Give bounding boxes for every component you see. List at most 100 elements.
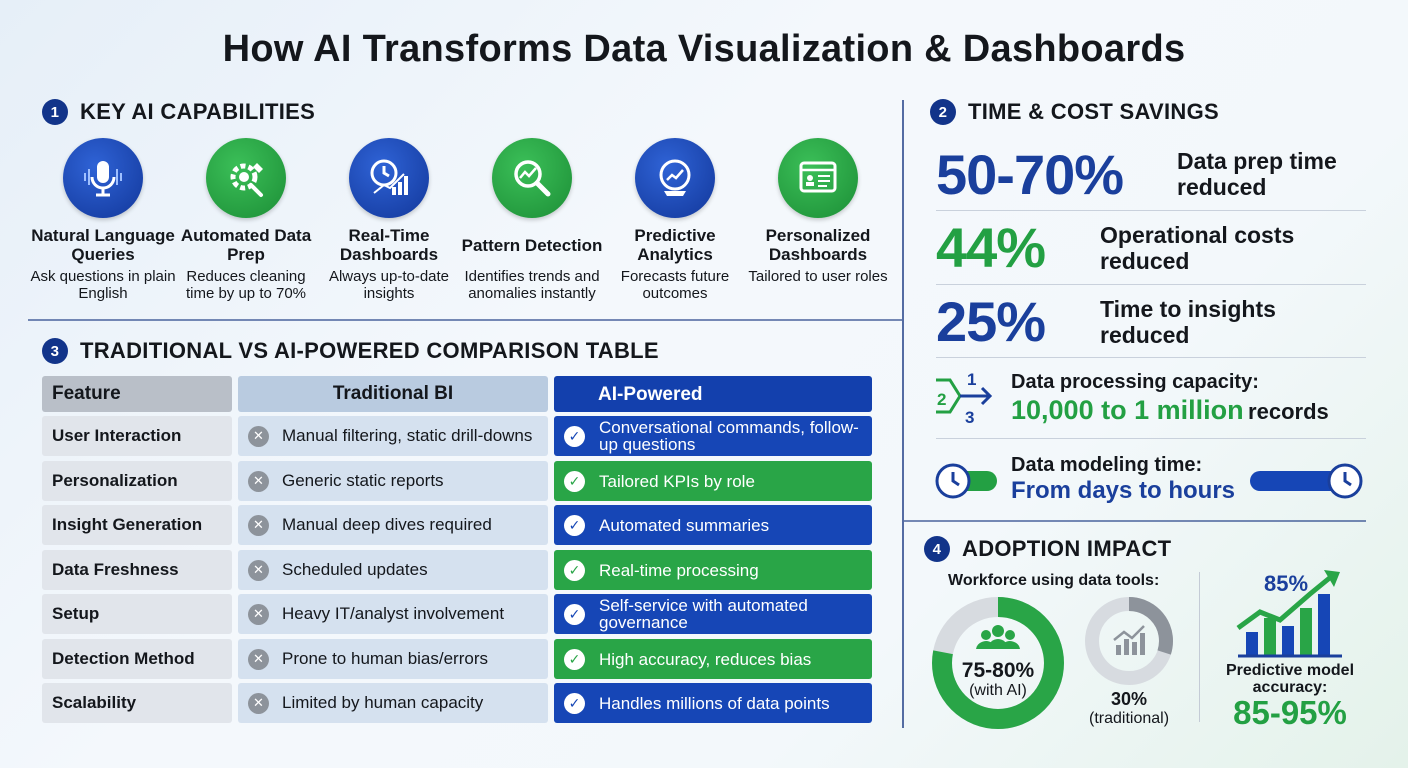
- traditional-cell: ✕ Scheduled updates: [238, 550, 548, 590]
- capability-title: Natural Language Queries: [31, 226, 175, 264]
- section-number: 2: [930, 99, 956, 125]
- section-number: 4: [924, 536, 950, 562]
- traditional-text: Manual deep dives required: [282, 515, 492, 534]
- capability-realtime-dashboards: Real-Time Dashboards Always up-to-date i…: [314, 138, 464, 302]
- crystal-ball-icon: [635, 138, 715, 218]
- capacity-label: Data processing capacity:: [1011, 371, 1259, 393]
- capability-description: Reduces cleaning time by up to 70%: [185, 268, 307, 302]
- traditional-cell: ✕ Manual deep dives required: [238, 505, 548, 545]
- stat-label-operational-costs: Operational costs reduced: [1100, 222, 1294, 274]
- clock-icon: [1248, 463, 1364, 499]
- ai-text: Automated summaries: [599, 515, 770, 535]
- capability-personalized-dashboards: Personalized Dashboards Tailored to user…: [743, 138, 893, 285]
- capability-pattern-detection: Pattern Detection Identifies trends and …: [457, 138, 607, 302]
- capability-title: Predictive Analytics: [634, 226, 716, 264]
- gear-wrench-icon: [206, 138, 286, 218]
- capability-title: Pattern Detection: [461, 235, 603, 255]
- stat-separator: [936, 438, 1366, 439]
- traditional-label: (traditional): [1088, 710, 1170, 727]
- traditional-cell: ✕ Prone to human bias/errors: [238, 639, 548, 679]
- donut-fill: [932, 597, 1064, 729]
- predictive-label: Predictive model accuracy:: [1225, 662, 1355, 696]
- x-circle-icon: ✕: [248, 692, 269, 714]
- donut-traditional: [1084, 596, 1174, 686]
- stat-separator: [936, 284, 1366, 285]
- table-header-feature: Feature: [42, 376, 232, 412]
- ai-cell: ✓ Automated summaries: [554, 505, 872, 545]
- stat-label-line: Data prep time: [1177, 148, 1337, 174]
- stat-label-line: Time to insights: [1100, 296, 1276, 322]
- predictive-top-value: 85%: [1264, 571, 1309, 596]
- capability-natural-language: Natural Language Queries Ask questions i…: [28, 138, 178, 302]
- stat-label-data-prep: Data prep time reduced: [1177, 148, 1337, 200]
- traditional-text: Limited by human capacity: [282, 693, 484, 712]
- capability-description: Forecasts future outcomes: [620, 268, 730, 302]
- magnifier-trend-icon: [492, 138, 572, 218]
- ai-cell: ✓ Handles millions of data points: [554, 683, 872, 723]
- stat-label-line: reduced: [1177, 174, 1267, 200]
- ai-cell: ✓ Tailored KPIs by role: [554, 461, 872, 501]
- ai-text: Real-time processing: [599, 560, 759, 580]
- feature-cell: Personalization: [42, 461, 232, 501]
- stat-value-data-prep: 50-70%: [936, 143, 1124, 206]
- capacity-value: 10,000 to 1 million: [1011, 395, 1244, 425]
- capability-automated-prep: Automated Data Prep Reduces cleaning tim…: [171, 138, 321, 302]
- capability-description: Always up-to-date insights: [328, 268, 450, 302]
- people-group-icon: [976, 625, 1020, 649]
- capability-title: Real-Time Dashboards: [339, 226, 439, 264]
- workforce-label: Workforce using data tools:: [948, 572, 1160, 589]
- donut-fill: [1085, 597, 1173, 685]
- feature-cell: Data Freshness: [42, 550, 232, 590]
- capability-predictive-analytics: Predictive Analytics Forecasts future ou…: [600, 138, 750, 302]
- check-circle-icon: ✓: [564, 559, 585, 581]
- check-circle-icon: ✓: [564, 470, 585, 492]
- section-heading-comparison: 3 TRADITIONAL VS AI-POWERED COMPARISON T…: [42, 338, 659, 364]
- microphone-icon: [63, 138, 143, 218]
- capability-description: Identifies trends and anomalies instantl…: [464, 268, 600, 302]
- page-title: How AI Transforms Data Visualization & D…: [222, 28, 1186, 70]
- stat-label-line: reduced: [1100, 248, 1190, 274]
- ai-text: Conversational commands, follow-up quest…: [599, 418, 859, 454]
- clock-chart-icon: [349, 138, 429, 218]
- section-title: ADOPTION IMPACT: [962, 536, 1172, 561]
- capacity-value-line: 10,000 to 1 million records: [1011, 395, 1329, 426]
- section-divider-left: [28, 319, 902, 321]
- traditional-cell: ✕ Limited by human capacity: [238, 683, 548, 723]
- check-circle-icon: ✓: [564, 648, 585, 670]
- modeling-label: Data modeling time:: [1011, 454, 1203, 476]
- scale-number: 2: [937, 390, 947, 409]
- stat-label-line: reduced: [1100, 322, 1190, 348]
- stat-label-time-to-insights: Time to insights reduced: [1100, 296, 1276, 348]
- x-circle-icon: ✕: [248, 648, 269, 670]
- section-divider-vertical: [902, 100, 904, 728]
- scale-arrows-icon: 1 2 3: [934, 370, 998, 427]
- ai-text: High accuracy, reduces bias: [599, 649, 812, 669]
- stat-separator: [936, 210, 1366, 211]
- section-heading-savings: 2 TIME & COST SAVINGS: [930, 99, 1219, 125]
- ai-cell: ✓ Real-time processing: [554, 550, 872, 590]
- check-circle-icon: ✓: [564, 603, 585, 625]
- ai-text: Tailored KPIs by role: [599, 471, 755, 491]
- ai-cell: ✓ Conversational commands, follow-up ques…: [554, 416, 872, 456]
- modeling-value: From days to hours: [1011, 477, 1236, 504]
- scale-number: 1: [967, 370, 977, 389]
- x-circle-icon: ✕: [248, 470, 269, 492]
- with-ai-label: (with AI): [969, 682, 1027, 699]
- traditional-text: Generic static reports: [282, 471, 444, 490]
- donut-with-ai: 75-80% (with AI): [930, 595, 1066, 731]
- check-circle-icon: ✓: [564, 514, 585, 536]
- traditional-value: 30%: [1110, 689, 1148, 709]
- traditional-cell: ✕ Generic static reports: [238, 461, 548, 501]
- adoption-divider: [1199, 572, 1200, 722]
- traditional-cell: ✕ Manual filtering, static drill-downs: [238, 416, 548, 456]
- rising-bars-icon: [1232, 570, 1348, 660]
- section-heading-adoption: 4 ADOPTION IMPACT: [924, 536, 1171, 562]
- section-title: KEY AI CAPABILITIES: [80, 99, 316, 124]
- traditional-text: Prone to human bias/errors: [282, 649, 488, 668]
- check-circle-icon: ✓: [564, 425, 585, 447]
- table-header-ai: AI-Powered: [554, 376, 872, 412]
- ai-text: Handles millions of data points: [599, 693, 830, 713]
- x-circle-icon: ✕: [248, 603, 269, 625]
- ai-text: Self-service with automated governance: [599, 596, 808, 632]
- stat-label-line: Operational costs: [1100, 222, 1295, 248]
